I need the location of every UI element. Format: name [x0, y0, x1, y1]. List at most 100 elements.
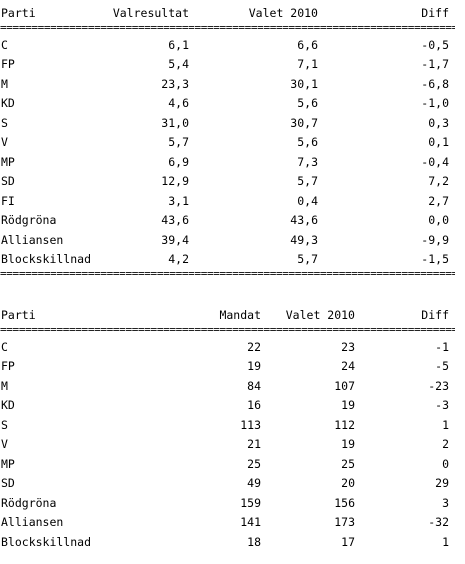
value-current: 49	[247, 476, 261, 490]
value-diff: 1	[442, 534, 449, 549]
value-diff: -0,5	[421, 37, 449, 52]
value-2010: 5,6	[297, 135, 318, 149]
party-name: FP	[1, 57, 15, 71]
value-2010: 24	[341, 359, 355, 373]
table-row: FP 5,4 7,1 -1,7	[0, 54, 465, 74]
separator-rule: ========================================…	[0, 324, 455, 336]
value-diff: -32	[428, 515, 449, 529]
party-name: SD	[1, 476, 15, 490]
table-header: Parti Mandat Valet 2010 Diff	[0, 305, 465, 325]
value-2010: 156	[334, 495, 355, 510]
value-2010: 5,7	[297, 174, 318, 188]
header-diff: Diff	[421, 6, 449, 20]
value-diff: -6,8	[421, 76, 449, 91]
value-current: 6,1	[168, 37, 189, 52]
value-2010: 25	[341, 456, 355, 471]
party-name: M	[1, 76, 8, 91]
party-name: Blockskillnad	[1, 252, 92, 266]
value-current: 5,7	[168, 135, 189, 149]
value-2010: 23	[341, 339, 355, 354]
table-row: Alliansen 141 173 -32	[0, 512, 465, 532]
seat-distribution-table: Parti Mandat Valet 2010 Diff ===========…	[0, 305, 465, 551]
value-2010: 19	[341, 437, 355, 451]
party-name: V	[1, 135, 8, 149]
header-diff: Diff	[421, 308, 449, 322]
value-current: 25	[247, 456, 261, 471]
table-row: FI 3,1 0,4 2,7	[0, 191, 465, 211]
value-2010: 43,6	[290, 213, 318, 227]
header-result: Valresultat	[112, 6, 189, 20]
value-2010: 19	[341, 398, 355, 412]
header-party: Parti	[1, 308, 36, 322]
party-name: V	[1, 437, 8, 451]
value-current: 19	[247, 359, 261, 373]
header-seats: Mandat	[219, 308, 261, 322]
value-current: 39,4	[161, 232, 189, 247]
value-diff: 29	[435, 476, 449, 490]
party-name: Alliansen	[1, 515, 64, 529]
party-name: S	[1, 115, 8, 130]
table-row: FP 19 24 -5	[0, 356, 465, 376]
party-name: SD	[1, 174, 15, 188]
value-2010: 7,3	[297, 154, 318, 169]
value-current: 18	[247, 534, 261, 549]
value-diff: 1	[442, 417, 449, 432]
table-row: M 23,3 30,1 -6,8	[0, 74, 465, 94]
party-name: C	[1, 339, 8, 354]
party-name: KD	[1, 96, 15, 110]
table-row: KD 4,6 5,6 -1,0	[0, 93, 465, 113]
table-row: V 5,7 5,6 0,1	[0, 132, 465, 152]
party-name: Rödgröna	[1, 213, 57, 227]
table-row: MP 6,9 7,3 -0,4	[0, 152, 465, 172]
value-current: 31,0	[161, 115, 189, 130]
value-current: 141	[240, 515, 261, 529]
value-2010: 107	[334, 378, 355, 393]
value-diff: 0,0	[428, 213, 449, 227]
party-name: MP	[1, 456, 15, 471]
value-current: 43,6	[161, 213, 189, 227]
value-2010: 173	[334, 515, 355, 529]
party-name: M	[1, 378, 8, 393]
value-current: 5,4	[168, 57, 189, 71]
value-diff: -1,0	[421, 96, 449, 110]
value-current: 84	[247, 378, 261, 393]
table-body: C 6,1 6,6 -0,5 FP 5,4 7,1 -1,7 M 23,3 30,1 -6,8 KD 4,…	[0, 35, 465, 269]
value-diff: 3	[442, 495, 449, 510]
table-row: MP 25 25 0	[0, 454, 465, 474]
value-2010: 17	[341, 534, 355, 549]
value-diff: -1,5	[421, 252, 449, 266]
value-current: 22	[247, 339, 261, 354]
party-name: Blockskillnad	[1, 534, 92, 549]
value-2010: 112	[334, 417, 355, 432]
table-row: Rödgröna 159 156 3	[0, 493, 465, 513]
value-2010: 7,1	[297, 57, 318, 71]
value-diff: 0	[442, 456, 449, 471]
party-name: FP	[1, 359, 15, 373]
value-2010: 5,7	[297, 252, 318, 266]
table-row: Blockskillnad 18 17 1	[0, 532, 465, 552]
value-current: 159	[240, 495, 261, 510]
value-current: 12,9	[161, 174, 189, 188]
table-row: KD 16 19 -3	[0, 395, 465, 415]
value-diff: -0,4	[421, 154, 449, 169]
value-diff: -23	[428, 378, 449, 393]
value-current: 21	[247, 437, 261, 451]
table-row: Blockskillnad 4,2 5,7 -1,5	[0, 249, 465, 269]
table-row: SD 49 20 29	[0, 473, 465, 493]
value-2010: 30,7	[290, 115, 318, 130]
separator-rule: ========================================…	[0, 22, 455, 34]
header-party: Parti	[1, 6, 36, 20]
party-name: FI	[1, 193, 15, 208]
header-election-2010: Valet 2010	[248, 6, 318, 20]
table-row: S 113 112 1	[0, 415, 465, 435]
value-2010: 49,3	[290, 232, 318, 247]
value-current: 4,6	[168, 96, 189, 110]
table-header: Parti Valresultat Valet 2010 Diff	[0, 3, 465, 23]
value-diff: -1,7	[421, 57, 449, 71]
table-body: C 22 23 -1 FP 19 24 -5 M 84 107 -23 KD 16 19 -3 S 113 112 1…	[0, 337, 465, 552]
value-diff: 2	[442, 437, 449, 451]
table-row: C 6,1 6,6 -0,5	[0, 35, 465, 55]
table-row: C 22 23 -1	[0, 337, 465, 357]
value-current: 16	[247, 398, 261, 412]
header-election-2010: Valet 2010	[285, 308, 355, 322]
